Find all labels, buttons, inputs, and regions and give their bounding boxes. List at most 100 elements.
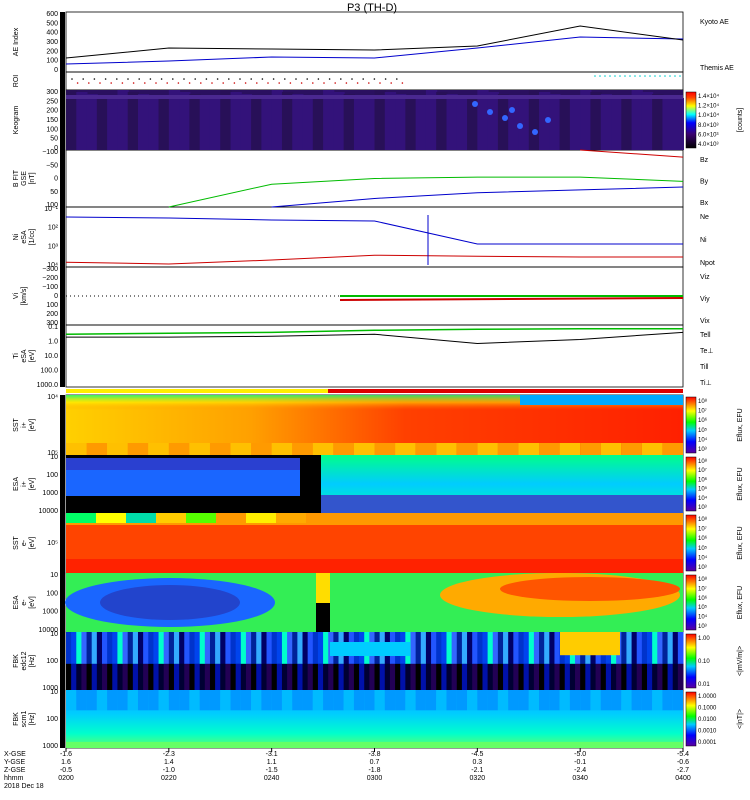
fbk1-col-low [641,663,648,690]
fbk2-col [590,690,601,711]
sst-ion-lowband [66,443,87,455]
ylabel-sst_e: [eV] [29,537,36,550]
keogram-strip [518,98,530,150]
sst-ion-lowband [333,443,354,455]
keogram-strip [86,94,98,150]
roi-dot [278,82,281,84]
keogram-feature [545,117,551,123]
fbk1-col [554,632,561,664]
fbk1-col-low [338,663,345,690]
keogram-strip [508,96,520,150]
legend-vi: Viz [700,274,710,281]
ylabel-ni: eSA [21,230,28,244]
fbk2-col [199,690,210,711]
fbk1-col-low [328,663,334,690]
fbk1-col [158,632,165,664]
colorbar-tick-esa_i: 10⁵ [698,486,708,493]
fbk1-col [539,632,545,664]
fbk1-col-low [379,663,386,690]
ytick-ni: 10³ [48,243,59,250]
keogram-strip [456,96,469,150]
keogram-strip [353,96,366,150]
colorbar-tick-esa_i: 10⁸ [698,458,708,465]
fbk1-col [86,632,93,664]
esa-e-blob-core [100,585,240,620]
xtick-label: -0.5 [60,767,72,774]
panel-strip [60,207,65,267]
fbk2-col [405,690,416,711]
fbk1-col-low [559,663,566,690]
fbk1-col [137,632,144,664]
fbk1-col-low [194,663,201,690]
fbk1-col [508,632,514,664]
esa-ion-right-low [321,495,683,513]
fbk2-col [230,690,241,711]
panel-strip [60,150,65,207]
sst-e-topcell [66,513,96,523]
colorbar-tick-sst_i: 10³ [698,447,707,453]
keogram-strip [497,94,510,150]
fbk1-col-low [230,663,237,690]
colorbar-label-fbk1: <|mV/m|> [737,646,744,676]
fbk2-col [446,690,457,711]
roi-dot [149,78,152,80]
fbk2-col [353,690,365,711]
keogram-strip [374,90,386,150]
ytick-vi: 100 [46,302,58,309]
fbk1-col [523,632,530,664]
keogram-feature [509,107,515,113]
fbk1-col [184,632,190,664]
fbk1-col [153,632,160,664]
fbk2-col [384,690,396,711]
fbk1-col-low [266,663,273,690]
fbk2-col [107,690,118,711]
roi-dot [368,82,370,84]
fbk1-col [251,632,257,664]
fbk1-col [179,632,185,664]
colorbar-sst_i [685,396,697,454]
roi-dot [609,75,611,77]
colorbar-tick-esa_e: 10³ [698,624,707,630]
fbk1-col-low [276,663,283,690]
ytick-fbk2: 10 [50,689,58,696]
panel-strip [60,395,65,455]
roi-dot [356,82,359,84]
keogram-strip [220,90,232,150]
fbk1-col-low [662,663,669,690]
roi-dot [93,78,96,80]
ytick-keogram: 150 [46,117,58,124]
ytick-keogram: 250 [46,98,58,105]
ylabel-bfit: GSE [21,171,28,186]
fbk1-col [477,632,483,664]
roi-dot [239,78,241,80]
ytick-fbk1: 1000 [42,685,58,692]
legend-ni: Ni [700,237,707,244]
sst-ion-lowband [86,443,108,455]
legend-ti: Te⊥ [700,348,714,355]
ytick-bfit: 50 [50,189,58,196]
keogram-strip [487,92,499,150]
sst-ion-lowband [477,443,498,455]
fbk2-col [559,690,570,711]
keogram-strip [148,96,160,150]
roi-dot [644,75,646,77]
fbk1-col-low [307,663,314,690]
fbk1-col-low [431,663,437,690]
xtick-label: 0200 [58,775,74,782]
colorbar-label-sst_e: Eflux, EFU [737,526,744,559]
keogram-feature [472,101,478,107]
xtick-label: -0.6 [677,759,689,766]
fbk2-col [508,690,519,711]
ytick-esa_e: 1000 [42,609,58,616]
xaxis-rowlabel: hhmm [4,775,24,782]
plot-title: P3 (TH-D) [347,2,397,14]
fbk1-col [281,632,288,664]
roi-dot [289,82,292,84]
xtick-label: -1.8 [368,767,380,774]
keogram-strip [384,92,397,150]
keogram-strip [323,90,335,150]
fbk1-col-low [672,663,679,690]
ylabel-ti: [eV] [29,350,36,363]
fbk1-col [117,632,124,664]
ni-series-ne [65,254,683,265]
